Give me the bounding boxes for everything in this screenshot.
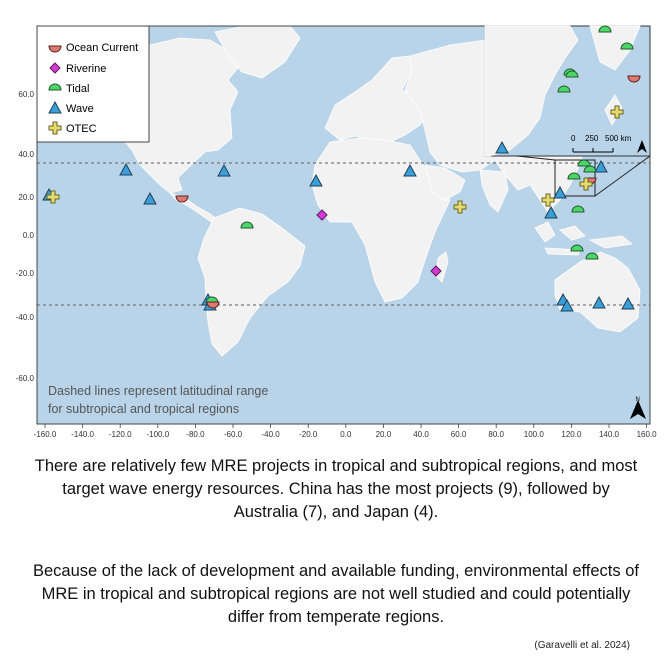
x-tick-label: 80.0 [488,430,504,439]
inset-connector-right [594,155,651,197]
wave-marker [553,185,567,199]
riverine-marker [430,265,442,277]
x-tick-label: -120.0 [109,430,132,439]
otec-marker [579,177,593,191]
dashed-lines-note-line2: for subtropical and tropical regions [48,402,239,416]
ocean-current-marker [175,195,189,203]
legend-label-otec: OTEC [66,123,97,135]
legend-label-wave: Wave [66,103,94,115]
scale-mid: 250 [585,134,599,143]
wave-marker [403,163,417,177]
wave-marker [544,205,558,219]
otec-marker [46,190,60,204]
y-tick-label: -60.0 [16,374,35,383]
x-tick-label: 120.0 [561,430,582,439]
x-tick-label: -80.0 [186,430,205,439]
tidal-marker [565,70,579,78]
ocean-current-marker [48,45,62,53]
south-america [197,207,306,357]
tidal-marker [571,205,585,213]
x-tick-label: 60.0 [451,430,467,439]
y-tick-label: 40.0 [18,150,34,159]
north-arrow-label: N [636,397,640,403]
tidal-marker [240,221,254,229]
tidal-marker [557,85,571,93]
wave-marker [621,296,635,310]
legend: Ocean Current Riverine Tidal Wave OTEC [36,25,150,143]
x-tick-label: -20.0 [299,430,318,439]
wave-marker [143,191,157,205]
y-axis-ticks: 60.0 40.0 20.0 0.0 -20.0 -40.0 -60.0 [16,90,35,383]
tidal-marker [585,252,599,260]
inset-scale-bar: 0 250 500 km [571,134,632,153]
tidal-marker [598,25,612,33]
x-tick-label: -160.0 [34,430,57,439]
legend-label-ocean-current: Ocean Current [66,42,138,54]
north-arrow: N [630,397,646,419]
ocean-current-marker [206,301,220,309]
greenland [214,26,301,79]
x-tick-label: 20.0 [376,430,392,439]
scale-end: 500 km [605,134,632,143]
x-tick-label: -100.0 [146,430,169,439]
ocean-current-marker [627,75,641,83]
wave-marker [217,163,231,177]
x-tick-label: 100.0 [524,430,545,439]
x-tick-label: 160.0 [637,430,658,439]
wave-marker [592,295,606,309]
wave-marker [495,140,509,154]
africa [311,137,451,303]
x-tick-label: 40.0 [413,430,429,439]
y-tick-label: -40.0 [16,313,35,322]
riverine-marker [49,62,61,74]
arabia [424,164,466,201]
x-tick-label: 0.0 [340,430,352,439]
riverine-marker [316,209,328,221]
inset-connector-left [516,155,556,161]
inset-north-arrow-icon [637,140,647,153]
wave-marker [48,100,62,114]
wave-marker [119,162,133,176]
north-arrow-icon [630,400,646,419]
wave-marker [594,159,608,173]
caption-paragraph-2: Because of the lack of development and a… [32,562,639,626]
new-zealand [649,318,650,340]
x-axis-ticks: -160.0 -140.0 -120.0 -100.0 -80.0 -60.0 -40.0 -… [34,424,657,439]
legend-label-tidal: Tidal [66,83,89,95]
project-markers [42,25,641,312]
x-tick-label: 140.0 [599,430,620,439]
india [479,169,509,213]
otec-marker [453,200,467,214]
scale-zero: 0 [571,134,576,143]
legend-label-riverine: Riverine [66,63,106,75]
tidal-marker [48,83,62,91]
citation: (Garavelli et al. 2024) [534,640,630,651]
australia [554,251,641,333]
otec-marker [541,193,555,207]
tidal-marker [620,42,634,50]
y-tick-label: -20.0 [16,269,35,278]
wave-marker [309,173,323,187]
otec-marker [610,105,624,119]
caption-paragraph-1: There are relatively few MRE projects in… [34,457,638,521]
tidal-marker [567,172,581,180]
dashed-lines-note-line1: Dashed lines represent latitudinal range [48,384,268,398]
inset-land [484,25,641,157]
y-tick-label: 20.0 [18,193,34,202]
indonesia [534,221,633,256]
otec-marker [48,121,62,135]
world-map: -160.0 -140.0 -120.0 -100.0 -80.0 -60.0 -40.0 -… [16,25,657,439]
x-tick-label: -140.0 [71,430,94,439]
map-border [36,25,651,425]
x-tick-label: -60.0 [224,430,243,439]
y-tick-label: 60.0 [18,90,34,99]
x-tick-label: -40.0 [261,430,280,439]
wave-marker [560,298,574,312]
y-tick-label: 0.0 [23,231,35,240]
tidal-marker [570,244,584,252]
